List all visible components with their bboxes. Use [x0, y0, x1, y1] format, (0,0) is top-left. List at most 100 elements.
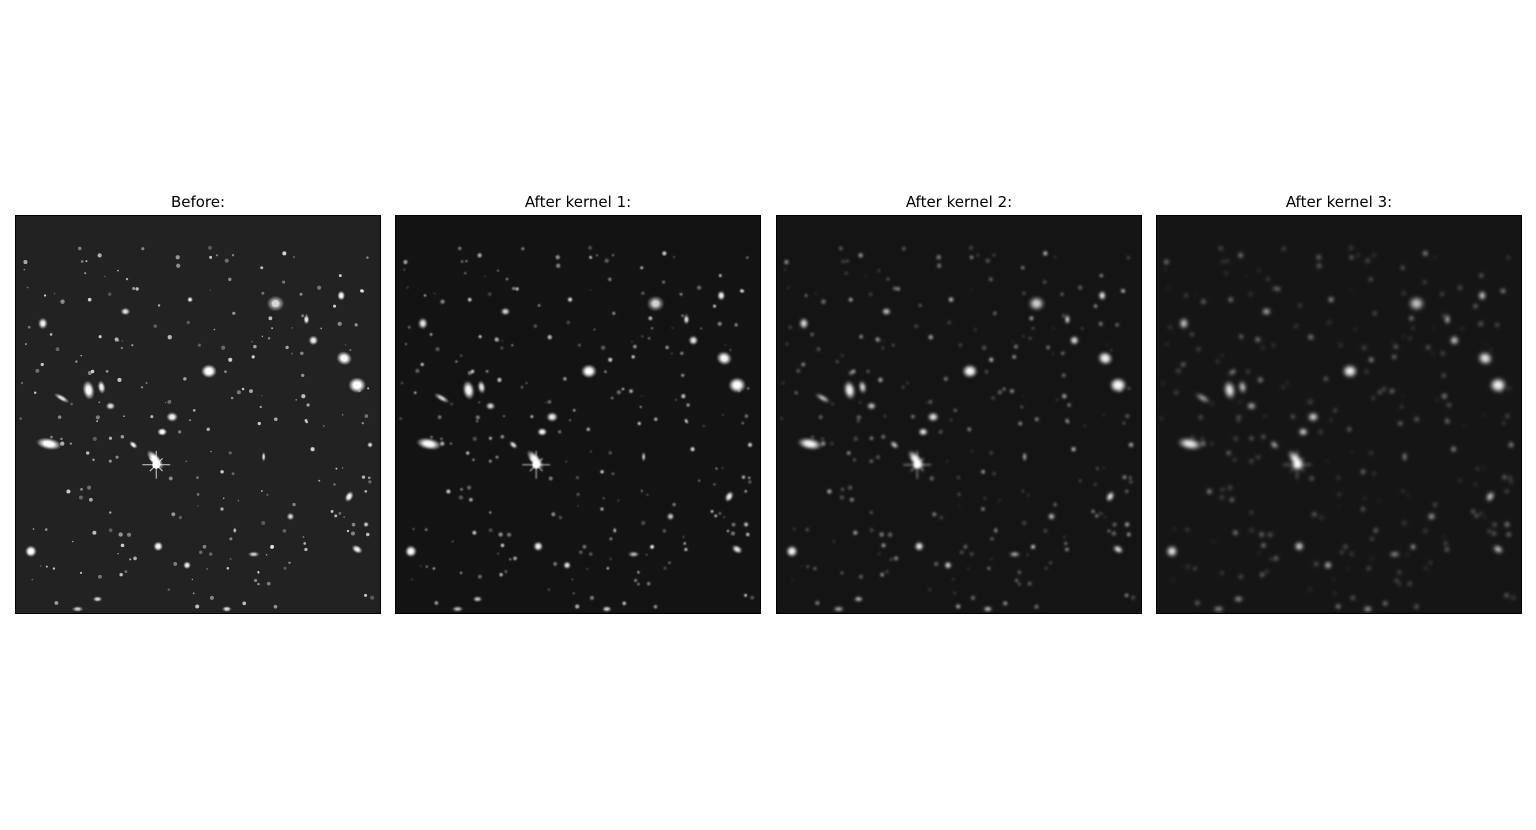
- faint-star: [1401, 266, 1405, 270]
- faint-star: [266, 493, 269, 496]
- faint-star: [282, 528, 287, 533]
- faint-star: [717, 321, 722, 326]
- faint-star: [1274, 556, 1278, 561]
- faint-star: [460, 260, 464, 263]
- faint-star: [876, 455, 880, 459]
- faint-star: [359, 289, 364, 293]
- faint-star: [221, 345, 226, 350]
- faint-star: [261, 335, 264, 338]
- faint-star: [637, 571, 640, 574]
- faint-star: [747, 476, 751, 480]
- faint-star: [497, 269, 499, 272]
- faint-star: [1507, 532, 1511, 537]
- faint-star: [1441, 351, 1445, 356]
- faint-star: [881, 543, 886, 548]
- faint-star: [1093, 304, 1098, 308]
- faint-star: [366, 256, 369, 259]
- faint-star: [640, 490, 643, 492]
- faint-star: [928, 588, 932, 591]
- faint-star: [1319, 430, 1323, 434]
- faint-star: [105, 370, 109, 373]
- faint-star: [1485, 344, 1488, 346]
- faint-star: [1231, 369, 1236, 374]
- faint-star: [939, 515, 944, 520]
- faint-star: [1482, 467, 1485, 469]
- galaxy-core: [1452, 338, 1457, 343]
- faint-star: [1112, 522, 1117, 527]
- galaxy-core: [565, 563, 569, 568]
- faint-star: [1249, 292, 1253, 296]
- faint-star: [547, 335, 552, 340]
- faint-star: [886, 277, 890, 281]
- faint-star: [846, 260, 849, 263]
- faint-star: [202, 544, 207, 549]
- faint-star: [653, 417, 658, 422]
- faint-star: [404, 342, 408, 346]
- galaxy-core: [1509, 443, 1513, 447]
- faint-star: [859, 335, 863, 339]
- faint-star: [1268, 532, 1273, 537]
- faint-star: [1500, 289, 1505, 293]
- faint-star: [831, 402, 834, 406]
- faint-star: [530, 415, 534, 419]
- faint-star: [220, 470, 224, 474]
- faint-star: [690, 447, 695, 452]
- faint-star: [572, 592, 575, 595]
- faint-star: [566, 320, 571, 325]
- faint-star: [1402, 335, 1405, 338]
- faint-star: [1095, 514, 1099, 518]
- galaxy-core: [511, 443, 516, 447]
- faint-star: [364, 593, 368, 597]
- faint-star: [1060, 292, 1064, 296]
- faint-star: [1196, 347, 1201, 352]
- faint-star: [133, 556, 137, 561]
- faint-star: [932, 512, 937, 517]
- faint-star: [1377, 390, 1382, 395]
- galaxy-core: [568, 298, 572, 301]
- galaxy-core: [354, 547, 360, 552]
- galaxy-core: [347, 494, 352, 500]
- faint-star: [1370, 557, 1373, 561]
- faint-star: [1125, 490, 1129, 493]
- faint-star: [1351, 450, 1353, 453]
- faint-star: [1390, 389, 1394, 393]
- faint-star: [1249, 459, 1253, 463]
- galaxy-core: [1488, 494, 1493, 500]
- faint-star: [830, 442, 834, 445]
- faint-star: [848, 485, 853, 490]
- faint-star: [865, 275, 867, 278]
- faint-star: [1018, 571, 1021, 574]
- faint-star: [237, 499, 240, 502]
- faint-star: [209, 552, 213, 556]
- faint-star: [879, 532, 884, 537]
- galaxy-core: [28, 548, 34, 554]
- faint-star: [1221, 260, 1225, 263]
- faint-star: [178, 430, 182, 434]
- faint-star: [1221, 487, 1224, 491]
- faint-star: [845, 272, 848, 275]
- faint-star: [1161, 381, 1165, 385]
- faint-star: [176, 263, 181, 268]
- faint-star: [750, 595, 755, 600]
- faint-star: [1312, 512, 1317, 517]
- faint-star: [1071, 447, 1076, 452]
- faint-star: [1261, 543, 1266, 548]
- faint-star: [302, 536, 305, 538]
- faint-star: [1402, 395, 1404, 397]
- faint-star: [991, 396, 995, 400]
- faint-star: [109, 511, 112, 514]
- faint-star: [853, 458, 856, 461]
- faint-star: [40, 362, 44, 367]
- faint-star: [640, 266, 644, 270]
- faint-star: [54, 601, 59, 605]
- faint-star: [1020, 405, 1023, 409]
- faint-star: [1078, 285, 1083, 290]
- faint-star: [1191, 435, 1194, 439]
- faint-star: [668, 561, 671, 564]
- galaxy-core: [1023, 454, 1026, 460]
- faint-star: [464, 272, 467, 275]
- faint-star: [521, 247, 525, 251]
- faint-star: [1316, 255, 1321, 260]
- faint-star: [1402, 291, 1406, 295]
- faint-star: [1442, 314, 1446, 318]
